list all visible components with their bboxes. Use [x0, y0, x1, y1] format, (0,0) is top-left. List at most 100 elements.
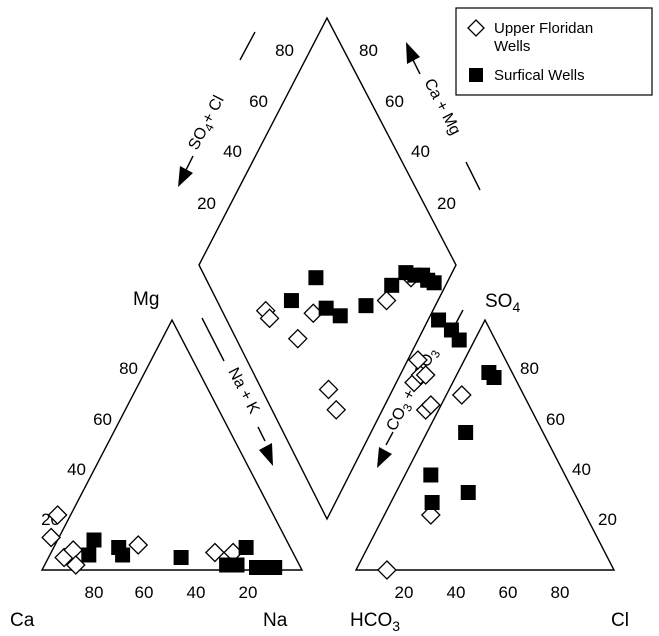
data-points — [41, 265, 502, 580]
cation-left-ticks: 80 60 40 20 — [41, 359, 138, 529]
legend: Upper Floridan Wells Surfical Wells — [455, 7, 653, 96]
vertex-label-ca: Ca — [10, 610, 35, 631]
upper-floridan-point-cation — [204, 542, 225, 563]
surfical-point-anion — [423, 467, 439, 483]
upper-floridan-point-diamond — [259, 308, 280, 329]
surfical-point-cation — [267, 560, 283, 575]
tick-label: 80 — [359, 41, 378, 60]
upper-floridan-point-diamond — [318, 379, 339, 400]
arrow-head-icon — [377, 447, 392, 468]
tick-label: 60 — [93, 410, 112, 429]
tick-label: 80 — [520, 359, 539, 378]
upper-floridan-point-anion — [415, 365, 436, 385]
upper-floridan-point-diamond — [287, 328, 308, 349]
arrow-head-icon — [259, 443, 273, 466]
vertex-label-so4-main: SO — [485, 291, 512, 312]
legend-label-upper-floridan-line1: Upper Floridan — [494, 20, 593, 37]
cation-triangle — [40, 318, 304, 571]
tick-label: 80 — [275, 41, 294, 60]
upper-floridan-point-cation — [47, 505, 68, 525]
surfical-point-cation — [81, 547, 97, 563]
axis-line — [465, 161, 481, 191]
surfical-point-diamond — [384, 277, 400, 293]
surfical-point-diamond — [283, 293, 299, 309]
anion-right-ticks: 80 60 40 20 — [520, 359, 617, 529]
diamond-right-ticks: 80 60 40 20 — [359, 41, 456, 213]
anion-bottom-ticks: 20 40 60 80 — [395, 583, 570, 602]
tick-label: 80 — [119, 359, 138, 378]
vertex-label-mg: Mg — [133, 289, 159, 310]
tick-label: 20 — [395, 583, 414, 602]
label-part: + Cl — [199, 93, 227, 126]
tick-label: 80 — [85, 583, 104, 602]
tick-label: 80 — [551, 583, 570, 602]
surfical-point-cation — [229, 557, 245, 573]
vertex-label-hco3: HCO3 — [350, 610, 400, 634]
tick-label: 40 — [447, 583, 466, 602]
diamond-left-ticks: 80 60 40 20 — [197, 41, 294, 213]
axis-arrow-shaft — [257, 426, 266, 442]
anion-triangle — [354, 318, 616, 571]
upper-floridan-point-anion — [420, 505, 441, 525]
tick-label: 40 — [411, 142, 430, 161]
central-diamond — [198, 16, 457, 521]
upper-floridan-point-diamond — [376, 290, 397, 311]
tick-label: 40 — [223, 142, 242, 161]
tick-label: 20 — [598, 510, 617, 529]
vertex-label-hco3-sub: 3 — [392, 618, 400, 634]
axis-arrow-shaft — [385, 431, 394, 446]
tick-label: 60 — [249, 92, 268, 111]
upper-floridan-point-diamond — [326, 399, 347, 420]
vertex-label-hco3-main: HCO — [350, 610, 392, 631]
vertex-label-cl: Cl — [611, 610, 629, 631]
tick-label: 60 — [499, 583, 518, 602]
arrow-head-icon — [406, 42, 420, 64]
surfical-point-diamond — [332, 308, 348, 324]
upper-floridan-point-anion — [420, 395, 441, 415]
legend-marker-open-diamond — [467, 19, 485, 37]
surfical-point-cation — [111, 540, 127, 555]
surfical-point-anion — [451, 332, 467, 348]
legend-label-upper-floridan-line2: Wells — [494, 38, 530, 55]
axis-arrow-shaft — [412, 59, 421, 75]
legend-label-surfical: Surfical Wells — [494, 67, 585, 84]
axis-label-so4-cl: SO4+ Cl — [178, 31, 256, 187]
tick-label: 60 — [135, 583, 154, 602]
axis-line — [201, 317, 225, 362]
tick-label: 20 — [239, 583, 258, 602]
tick-label: 40 — [572, 460, 591, 479]
surfical-point-cation — [238, 540, 254, 555]
surfical-point-anion — [460, 485, 476, 500]
arrow-head-icon — [178, 166, 193, 187]
upper-floridan-point-cation — [41, 527, 62, 548]
surfical-point-cation — [173, 550, 189, 565]
axis-arrow-shaft — [185, 155, 194, 171]
tick-label: 60 — [385, 92, 404, 111]
upper-floridan-point-anion — [408, 350, 428, 370]
surfical-point-anion — [431, 312, 447, 328]
surfical-point-diamond — [426, 275, 442, 291]
upper-floridan-point-anion — [377, 560, 397, 580]
surfical-point-diamond — [308, 270, 324, 286]
tick-label: 60 — [546, 410, 565, 429]
upper-floridan-point-cation — [128, 535, 149, 555]
legend-marker-filled-square — [469, 68, 483, 82]
upper-floridan-point-anion — [451, 385, 472, 405]
surfical-point-diamond — [318, 300, 334, 316]
surfical-point-anion — [458, 425, 474, 440]
tick-label: 20 — [437, 194, 456, 213]
tick-label: 40 — [187, 583, 206, 602]
legend-box — [455, 7, 653, 96]
surfical-point-anion — [486, 370, 502, 385]
vertex-label-so4-sub: 4 — [512, 299, 520, 315]
axis-label-na-k-text: Na + K — [224, 365, 262, 417]
tick-label: 40 — [67, 460, 86, 479]
surfical-point-cation — [86, 532, 102, 548]
cation-bottom-ticks: 80 60 40 20 — [85, 583, 258, 602]
vertex-label-so4: SO4 — [485, 291, 520, 315]
tick-label: 20 — [197, 194, 216, 213]
vertex-label-na: Na — [263, 610, 288, 631]
surfical-point-diamond — [358, 298, 374, 314]
axis-line — [239, 31, 256, 61]
